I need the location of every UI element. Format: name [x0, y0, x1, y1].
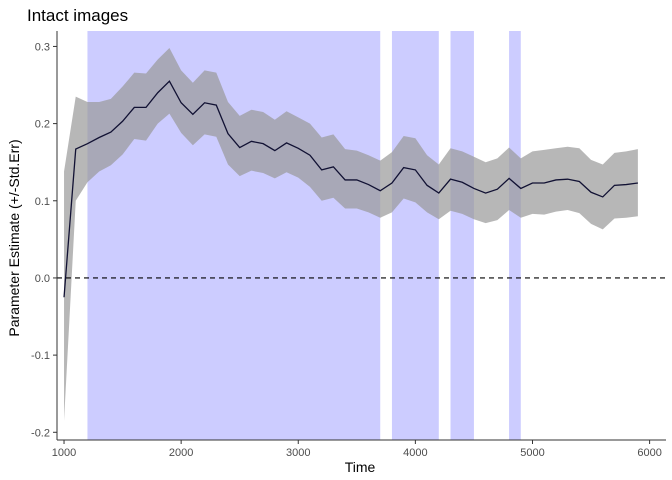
x-axis-title: Time	[345, 459, 376, 475]
y-axis-title: Parameter Estimate (+/-Std.Err)	[6, 139, 22, 336]
y-tick-label: 0.2	[35, 119, 50, 131]
x-tick-label: 4000	[403, 447, 427, 459]
x-tick-label: 5000	[520, 447, 544, 459]
estimate-line	[63, 80, 638, 298]
plot-area: 1000 2000 3000 4000 5000 6000 -0.2 -0.1 0.0 0.1 0.…	[31, 31, 666, 459]
significance-window-3	[450, 31, 474, 440]
x-tick-label: 2000	[169, 447, 193, 459]
y-tick-label: 0.0	[35, 273, 50, 285]
significance-window-2	[391, 31, 439, 440]
x-tick-label: 1000	[52, 447, 76, 459]
y-tick-label: -0.1	[31, 350, 50, 362]
y-tick-label: 0.3	[35, 41, 50, 53]
chart-title: Intact images	[27, 6, 128, 25]
significance-window-4	[509, 31, 521, 440]
x-tick-label: 6000	[637, 447, 661, 459]
x-tick-label: 3000	[286, 447, 310, 459]
y-tick-label: -0.2	[31, 427, 50, 439]
y-tick-label: 0.1	[35, 196, 50, 208]
